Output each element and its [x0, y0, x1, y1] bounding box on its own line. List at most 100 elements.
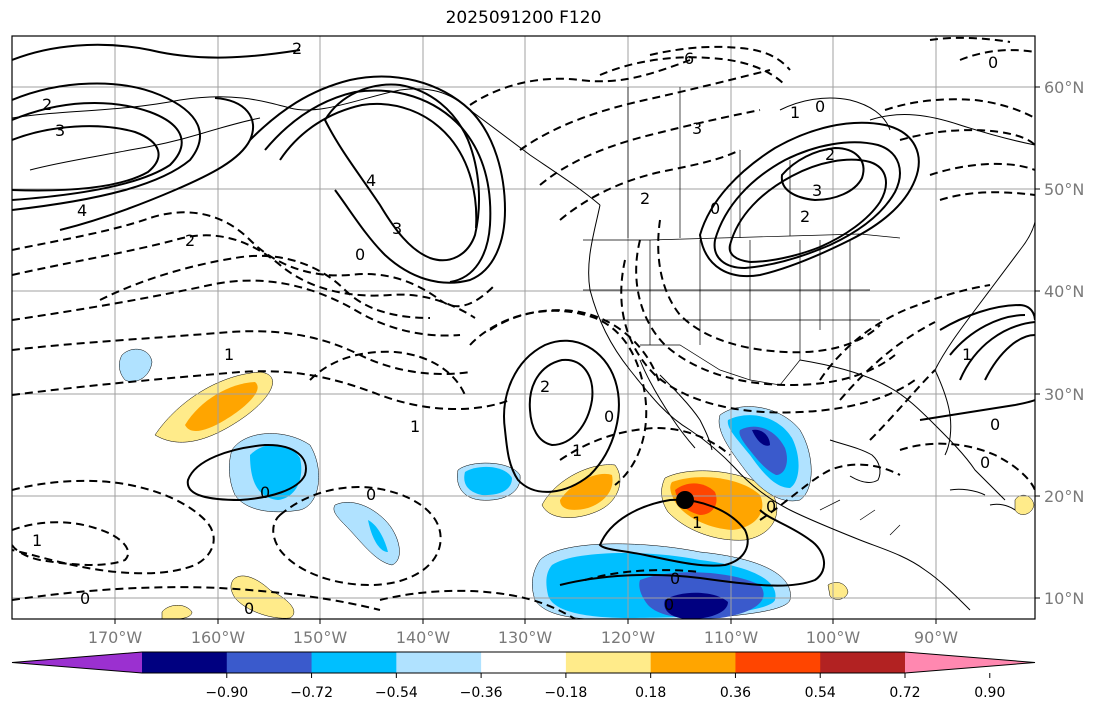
- colorbar-tick-label: −0.36: [460, 685, 503, 701]
- contour-label: 2: [825, 145, 835, 164]
- positive-anomaly-center-core: [560, 473, 613, 510]
- contour-label: 1: [962, 345, 972, 364]
- contour-label: 1: [224, 345, 234, 364]
- canada-us-border: [583, 233, 901, 241]
- positive-anomaly-sw-2: [161, 605, 193, 619]
- canada-provinces: [627, 87, 791, 238]
- colorbar-segment: [396, 652, 482, 673]
- contour-label: 2: [540, 377, 550, 396]
- colorbar-segment: [142, 652, 228, 673]
- contour-label: 2: [800, 207, 810, 226]
- colorbar: −0.90 −0.72 −0.54 −0.36 −0.18 0.18 0.36 0.54 0.7…: [11, 651, 1036, 701]
- lat-label: 30°N: [1044, 385, 1084, 404]
- anomaly-fills: [119, 348, 1035, 619]
- contour-label: 0: [988, 53, 998, 72]
- lat-label: 60°N: [1044, 78, 1084, 97]
- map-frame: [11, 35, 1036, 620]
- contour-label: 0: [766, 497, 776, 516]
- colorbar-segment: [226, 652, 313, 673]
- north-america-west-coast: [588, 204, 971, 611]
- dashed-contours: [12, 36, 1035, 619]
- latitude-labels: 60°N 50°N 40°N 30°N 20°N 10°N: [1044, 78, 1084, 608]
- contour-label: 0: [355, 245, 365, 264]
- colorbar-segment: [650, 652, 736, 673]
- colorbar-tick-label: 0.18: [635, 685, 666, 701]
- negative-anomaly-east-core: [739, 426, 787, 475]
- colorbar-segment: [481, 652, 567, 673]
- yucatan: [829, 439, 881, 484]
- contour-label: 0: [710, 199, 720, 218]
- contour-label: 0: [604, 407, 614, 426]
- contour-label: 2: [292, 39, 302, 58]
- contour-label: 3: [392, 219, 402, 238]
- positive-anomaly-sw-1: [230, 575, 295, 619]
- us-mexico-border: [640, 344, 801, 386]
- colorbar-tick-label: 0.90: [974, 685, 1005, 701]
- negative-anomaly-4-core: [464, 466, 512, 496]
- florida: [934, 369, 952, 456]
- contour-label: 0: [244, 599, 254, 618]
- colorbar-tick-label: −0.72: [290, 685, 333, 701]
- contour-label: 0: [990, 415, 1000, 434]
- contour-label: 0: [815, 97, 825, 116]
- lon-label: 90°W: [914, 628, 958, 647]
- political-borders: [583, 87, 901, 536]
- negative-anomaly-south-inner: [664, 592, 728, 619]
- map-area: [12, 36, 1035, 619]
- contour-label: 0: [366, 485, 376, 504]
- lat-label: 50°N: [1044, 180, 1084, 199]
- lat-label: 40°N: [1044, 282, 1084, 301]
- alaska-coast: [12, 88, 601, 206]
- longitude-labels: 170°W 160°W 150°W 140°W 130°W 120°W 110°…: [88, 628, 958, 647]
- colorbar-tick-label: 0.54: [805, 685, 836, 701]
- colorbar-tick-label: 0.72: [889, 685, 920, 701]
- contour-label: 0: [670, 569, 680, 588]
- colorbar-outline: [11, 651, 1036, 674]
- storm-center-marker: [676, 491, 694, 509]
- contour-label: 1: [692, 513, 702, 532]
- colorbar-tick-label: −0.90: [205, 685, 248, 701]
- negative-anomaly-2: [333, 502, 400, 566]
- caribbean-islands: [949, 488, 1016, 511]
- contour-label: 4: [77, 201, 87, 220]
- contour-label: 2: [42, 95, 52, 114]
- canada-east: [869, 114, 1035, 146]
- axis-ticks: [114, 86, 1040, 624]
- solid-contours: [12, 43, 1035, 587]
- contour-label: 1: [790, 103, 800, 122]
- contour-label: 6: [684, 49, 694, 68]
- colorbar-tick-label: −0.18: [544, 685, 587, 701]
- contour-label: 2: [185, 231, 195, 250]
- negative-anomaly-3: [119, 348, 153, 382]
- us-state-lines: [583, 240, 880, 380]
- map-title: 2025091200 F120: [445, 8, 602, 28]
- negative-anomaly-1-core: [250, 444, 302, 500]
- colorbar-tick-label: 0.36: [720, 685, 751, 701]
- gulf-coast: [799, 359, 1006, 501]
- contour-label: 2: [640, 189, 650, 208]
- central-america-borders: [819, 499, 901, 536]
- colorbar-segment: [311, 652, 397, 673]
- contour-label: 3: [55, 121, 65, 140]
- colorbar-extend-max: [905, 652, 1035, 673]
- lon-label: 160°W: [191, 628, 246, 647]
- lon-label: 100°W: [806, 628, 861, 647]
- colorbar-segment: [820, 652, 906, 673]
- negative-anomaly-east-inner: [752, 429, 770, 446]
- lon-label: 150°W: [293, 628, 348, 647]
- hudson-region: [779, 97, 891, 131]
- lon-label: 130°W: [498, 628, 553, 647]
- positive-anomaly-gulf: [827, 582, 849, 600]
- contour-label: 3: [812, 181, 822, 200]
- contour-label: 0: [980, 453, 990, 472]
- colorbar-extend-min: [12, 652, 142, 673]
- contour-label: 4: [366, 171, 376, 190]
- positive-anomaly-atlantic: [1014, 494, 1035, 515]
- colorbar-tick-label: −0.54: [375, 685, 418, 701]
- east-coast: [934, 221, 1035, 371]
- lon-label: 110°W: [704, 628, 759, 647]
- contour-label: 0: [260, 483, 270, 502]
- contour-label: 1: [410, 417, 420, 436]
- negative-anomaly-2-core: [368, 520, 388, 552]
